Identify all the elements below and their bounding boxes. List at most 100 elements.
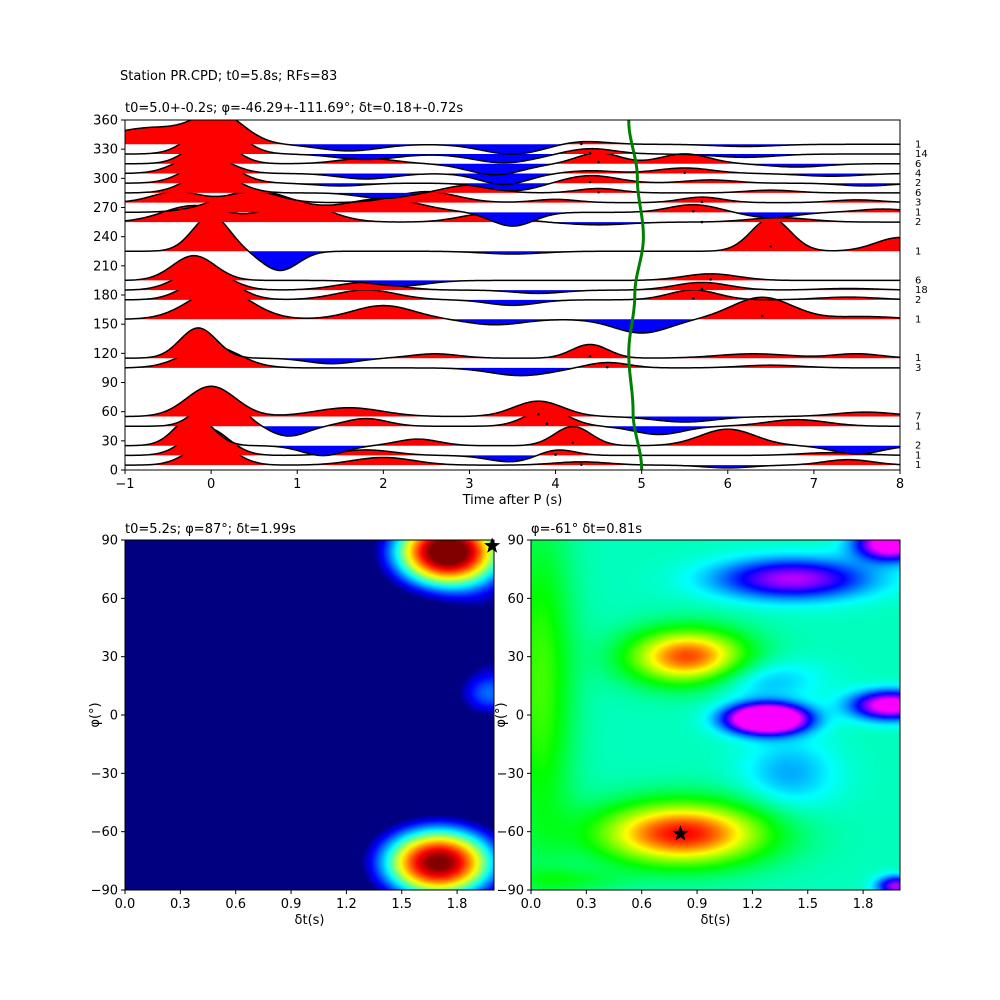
x-tick-label: 0.6 [631, 897, 652, 912]
left-grid-x-label: δt(s) [295, 913, 325, 928]
rf-trace-negative-fill [125, 173, 900, 185]
figure-suptitle: Station PR.CPD; t0=5.8s; RFs=83 [120, 69, 337, 84]
rf-trace-count: 1 [915, 460, 921, 471]
rf-trace-line [125, 327, 900, 365]
right-grid-best-star [672, 825, 689, 841]
left-grid-best-star [484, 537, 501, 553]
rf-trace-marker [700, 220, 704, 224]
rf-trace-negative-fill [125, 212, 900, 227]
left-grid-ticks: 0.0 0.3 0.6 0.9 1.2 1.5 1.8 −90 −60 −30 0 30 60 90 [91, 534, 468, 913]
rf-trace-marker [588, 354, 592, 358]
rf-trace-count: 6 [915, 159, 921, 170]
y-tick-label: 60 [101, 592, 118, 607]
right-grid-heatmap [531, 540, 900, 890]
y-tick-label: 0 [516, 709, 524, 724]
x-tick-label: 1.8 [853, 897, 874, 912]
left-grid-heatmap [125, 540, 494, 890]
y-tick-label: 180 [93, 289, 118, 304]
t0-curve [627, 119, 645, 471]
rf-trace-marker [700, 287, 704, 291]
rf-trace-marker [597, 190, 600, 194]
rf-trace-marker [580, 463, 583, 466]
x-tick-label: 6 [724, 477, 732, 492]
rf-trace-marker [554, 453, 557, 456]
y-tick-label: −30 [91, 767, 118, 782]
x-tick-label: 0.3 [576, 897, 597, 912]
rf-trace-positive-fill [125, 386, 900, 417]
rf-trace-marker [571, 441, 575, 445]
rf-trace-count: 1 [915, 450, 921, 461]
rf-trace-marker [692, 297, 695, 300]
x-tick-label: 1 [293, 477, 301, 492]
rf-trace-line [125, 392, 900, 437]
rf-trace-marker [769, 245, 773, 248]
y-tick-label: −90 [497, 884, 524, 899]
rf-trace-count: 18 [915, 285, 928, 296]
y-tick-label: 120 [93, 347, 118, 362]
x-tick-label: 4 [551, 477, 559, 492]
rf-trace-count: 3 [915, 363, 921, 374]
rf-trace-line [125, 152, 900, 186]
y-tick-label: −90 [91, 884, 118, 899]
rf-trace-marker [545, 422, 549, 426]
rf-trace-positive-fill [125, 415, 900, 446]
rf-trace-count: 1 [915, 314, 921, 325]
right-grid-panel: φ=-61° δt=0.81s 0.0 0.3 0.6 0.9 1.2 1.5 1.8 −90… [494, 522, 901, 928]
rf-trace-line [125, 345, 900, 377]
x-tick-label: 1.2 [336, 897, 357, 912]
rf-trace-positive-fill [125, 215, 900, 252]
rf-trace-positive-fill [125, 191, 900, 203]
rf-trace-line [125, 120, 900, 155]
rf-trace-positive-fill [125, 268, 900, 291]
x-tick-label: 2 [379, 477, 387, 492]
y-tick-label: 270 [93, 201, 118, 216]
rf-trace-negative-fill [125, 426, 900, 437]
rf-trace-count: 14 [915, 149, 928, 160]
rf-trace-count: 1 [915, 207, 921, 218]
rf-trace-negative-fill [125, 299, 900, 306]
rf-trace-marker [683, 171, 687, 174]
rf-trace-marker [700, 200, 704, 204]
rf-trace-positive-fill [125, 190, 900, 213]
y-tick-label: 60 [507, 592, 524, 607]
rf-trace-marker [597, 160, 600, 164]
rf-x-ticks: −1 0 1 2 3 4 5 6 7 8 [115, 470, 904, 492]
rf-trace-line [125, 288, 900, 334]
rf-trace-count: 7 [915, 412, 921, 423]
x-tick-label: 0.9 [687, 897, 708, 912]
y-tick-label: 90 [101, 376, 118, 391]
x-tick-label: 0.9 [281, 897, 302, 912]
x-tick-label: −1 [115, 477, 134, 492]
rf-trace-negative-fill [125, 183, 900, 191]
x-tick-label: 1.5 [797, 897, 818, 912]
y-tick-label: −60 [91, 825, 118, 840]
rf-trace-negative-fill [125, 154, 900, 163]
rf-trace-line [125, 136, 900, 176]
right-grid-y-label: φ(°) [494, 702, 509, 727]
rf-trace-negative-fill [125, 445, 900, 456]
x-tick-label: 3 [465, 477, 473, 492]
rf-trace-count: 1 [915, 246, 921, 257]
y-tick-label: 0 [110, 709, 118, 724]
x-tick-label: 0.0 [521, 897, 542, 912]
rf-traces-panel: t0=5.0+-0.2s; φ=-46.29+-111.69°; δt=0.18… [93, 101, 928, 508]
rf-panel-title: t0=5.0+-0.2s; φ=-46.29+-111.69°; δt=0.18… [125, 101, 463, 116]
y-tick-label: 210 [93, 259, 118, 274]
rf-trace-count: 1 [915, 139, 921, 150]
rf-trace-line [125, 120, 900, 164]
rf-trace-count: 6 [915, 188, 921, 199]
rf-trace-marker [709, 278, 712, 281]
rf-trace-layer [125, 120, 900, 469]
x-tick-label: 0 [207, 477, 215, 492]
left-grid-y-label: φ(°) [88, 702, 103, 727]
rf-trace-count: 1 [915, 421, 921, 432]
rf-trace-positive-fill [125, 393, 900, 427]
y-tick-label: 150 [93, 318, 118, 333]
rf-trace-marker [760, 314, 764, 318]
rf-trace-positive-fill [125, 275, 900, 300]
rf-trace-line [125, 427, 900, 463]
y-tick-label: 60 [101, 405, 118, 420]
rf-trace-negative-fill [125, 144, 900, 155]
